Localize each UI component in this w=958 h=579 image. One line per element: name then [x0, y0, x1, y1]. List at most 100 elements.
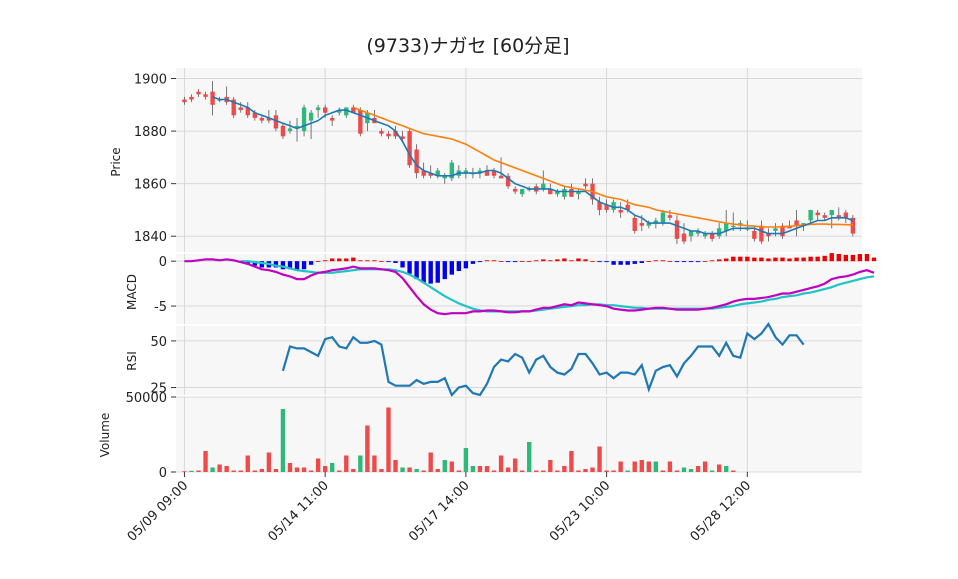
- candle-body: [583, 183, 588, 187]
- volume-ytick-label: 0: [159, 466, 167, 481]
- candle-body: [344, 107, 349, 116]
- y-axis-label-volume: Volume: [98, 413, 112, 458]
- macd-panel: 0 -5: [154, 253, 877, 324]
- candle-body: [724, 223, 729, 231]
- volume-bar: [597, 446, 602, 472]
- price-panel: 1840 1860 1880 1900: [134, 68, 862, 252]
- macd-histogram-bar: [484, 260, 490, 262]
- macd-histogram-bar: [252, 261, 257, 266]
- macd-histogram-bar: [829, 253, 834, 262]
- macd-histogram-bar: [752, 257, 757, 262]
- rsi-ytick-label: 50: [150, 335, 167, 350]
- volume-bar: [555, 470, 560, 472]
- macd-histogram-bar: [330, 258, 335, 262]
- volume-bar: [238, 470, 243, 472]
- candle-body: [463, 170, 469, 174]
- ma-long-line: [353, 106, 853, 228]
- volume-bar: [632, 461, 637, 472]
- volume-bar: [660, 470, 666, 472]
- volume-bar: [604, 470, 609, 472]
- volume-bar: [470, 466, 476, 472]
- candle-body: [491, 170, 497, 176]
- volume-bar: [330, 463, 335, 472]
- candle-body: [414, 149, 419, 174]
- candle-body: [337, 110, 342, 113]
- candle-body: [421, 170, 426, 176]
- volume-bar: [428, 452, 433, 472]
- candle-body: [766, 233, 771, 237]
- volume-bar: [583, 469, 588, 472]
- macd-histogram-bar: [358, 260, 363, 262]
- macd-histogram-bar: [379, 261, 384, 262]
- rsi-ytick-label: 25: [150, 382, 167, 397]
- candle-body: [280, 125, 286, 137]
- candle-body: [203, 94, 208, 97]
- macd-ytick-label: -5: [154, 300, 167, 315]
- candle-body: [245, 107, 250, 116]
- candle-body: [259, 117, 265, 121]
- candle-body: [611, 202, 616, 210]
- candle-body: [449, 162, 454, 179]
- macd-histogram-bar: [681, 261, 687, 263]
- macd-histogram-bar: [674, 261, 680, 263]
- x-tick-label: 05/23 10:00: [547, 478, 614, 545]
- rsi-line: [281, 322, 805, 397]
- macd-histogram-bar: [548, 260, 553, 262]
- macd-histogram-bar: [456, 261, 462, 272]
- macd-histogram-bar: [512, 261, 518, 263]
- macd-histogram-bar: [794, 257, 799, 262]
- volume-bar: [484, 466, 490, 472]
- macd-histogram-bar: [463, 261, 469, 269]
- macd-histogram-bar: [808, 256, 813, 262]
- macd-histogram-bar: [386, 261, 391, 263]
- volume-bar: [681, 467, 687, 472]
- candle-body: [674, 220, 680, 239]
- macd-histogram-bar: [850, 254, 856, 262]
- volume-ytick-label: 50000: [126, 391, 167, 406]
- candle-body: [787, 225, 792, 229]
- volume-bar: [322, 466, 328, 472]
- macd-histogram-bar: [815, 256, 820, 262]
- macd-histogram-bar: [372, 260, 377, 262]
- volume-bar: [576, 470, 581, 472]
- candle-body: [189, 96, 194, 100]
- volume-bar: [337, 470, 342, 472]
- candle-body: [294, 125, 300, 129]
- volume-bar: [695, 466, 701, 472]
- macd-histogram-bar: [576, 258, 581, 262]
- candle-body: [815, 212, 820, 216]
- candle-body: [653, 220, 659, 224]
- macd-histogram-bar: [400, 261, 405, 268]
- y-axis-label-rsi: RSI: [125, 351, 139, 371]
- macd-histogram-bar: [667, 261, 673, 262]
- candle-body: [618, 209, 623, 213]
- macd-histogram-bar: [604, 261, 609, 263]
- volume-bar: [280, 409, 286, 472]
- candle-body: [301, 107, 307, 132]
- macd-histogram-bar: [738, 256, 743, 262]
- volume-bar: [294, 467, 300, 472]
- macd-histogram-bar: [632, 261, 637, 264]
- macd-histogram-bar: [519, 261, 525, 262]
- macd-histogram-bar: [245, 261, 250, 264]
- candle-body: [442, 175, 447, 179]
- macd-histogram-bar: [562, 258, 567, 262]
- macd-histogram-bar: [709, 260, 715, 262]
- volume-bar: [196, 470, 201, 472]
- macd-histogram-bar: [716, 259, 722, 262]
- macd-histogram-bar: [541, 259, 546, 262]
- x-tick-label: 05/09 09:00: [125, 478, 192, 545]
- macd-histogram-bar: [857, 254, 863, 262]
- macd-histogram-bar: [787, 258, 792, 262]
- candle-body: [780, 225, 785, 237]
- volume-bar: [653, 461, 659, 472]
- macd-histogram-bar: [801, 257, 806, 262]
- macd-histogram-bar: [731, 256, 736, 262]
- candle-body: [330, 117, 335, 121]
- candle-body: [822, 215, 827, 218]
- volume-bar: [315, 458, 321, 472]
- macd-histogram-bar: [780, 257, 785, 262]
- candle-body: [386, 133, 391, 137]
- volume-bar: [245, 455, 250, 472]
- y-axis-label-macd: MACD: [125, 274, 139, 310]
